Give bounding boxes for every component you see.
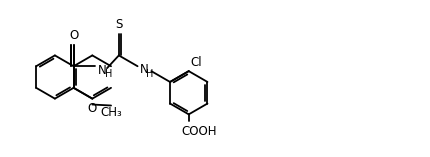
- Text: N: N: [139, 63, 148, 76]
- Text: N: N: [98, 64, 107, 77]
- Text: O: O: [87, 102, 97, 115]
- Text: H: H: [105, 69, 112, 79]
- Text: CH₃: CH₃: [100, 106, 122, 119]
- Text: S: S: [115, 18, 122, 31]
- Text: O: O: [69, 29, 78, 42]
- Text: COOH: COOH: [181, 125, 216, 138]
- Text: H: H: [146, 69, 154, 79]
- Text: Cl: Cl: [190, 56, 202, 69]
